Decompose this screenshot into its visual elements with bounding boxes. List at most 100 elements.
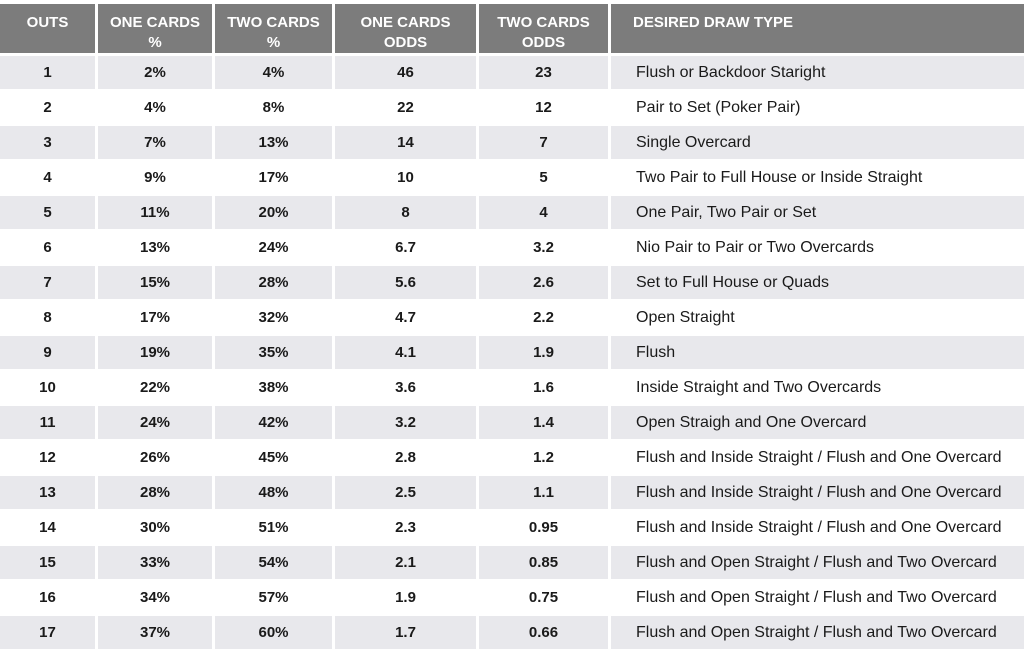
one-card-percent-cell: 28% (98, 476, 212, 509)
table-row: 7 15% 28% 5.6 2.6 Set to Full House or Quads (0, 266, 1024, 299)
one-card-percent-cell: 17% (98, 301, 212, 334)
two-card-odds-cell: 0.75 (479, 581, 608, 614)
two-card-percent-cell: 28% (215, 266, 332, 299)
one-card-percent-cell: 7% (98, 126, 212, 159)
one-card-odds-cell: 3.6 (335, 371, 476, 404)
table-header: OUTS ONE CARDS % TWO CARDS % ONE CARDS O… (0, 4, 1024, 53)
header-desired-draw-type: DESIRED DRAW TYPE (611, 4, 1024, 53)
table-row: 9 19% 35% 4.1 1.9 Flush (0, 336, 1024, 369)
outs-cell: 13 (0, 476, 95, 509)
draw-type-cell: Flush and Inside Straight / Flush and On… (611, 476, 1024, 509)
two-card-percent-cell: 57% (215, 581, 332, 614)
table-row: 11 24% 42% 3.2 1.4 Open Straigh and One Overc… (0, 406, 1024, 439)
one-card-percent-cell: 37% (98, 616, 212, 649)
two-card-percent-cell: 32% (215, 301, 332, 334)
table-body: 1 2% 4% 46 23 Flush or Backdoor Staright 2 4% 8%… (0, 56, 1024, 649)
one-card-percent-cell: 33% (98, 546, 212, 579)
table-row: 2 4% 8% 22 12 Pair to Set (Poker Pair) (0, 91, 1024, 124)
outs-cell: 8 (0, 301, 95, 334)
two-card-percent-cell: 45% (215, 441, 332, 474)
draw-type-cell: Flush (611, 336, 1024, 369)
two-card-odds-cell: 12 (479, 91, 608, 124)
outs-cell: 1 (0, 56, 95, 89)
two-card-odds-cell: 1.2 (479, 441, 608, 474)
outs-odds-table: OUTS ONE CARDS % TWO CARDS % ONE CARDS O… (0, 4, 1024, 651)
table-row: 5 11% 20% 8 4 One Pair, Two Pair or Set (0, 196, 1024, 229)
table-row: 13 28% 48% 2.5 1.1 Flush and Inside Straight … (0, 476, 1024, 509)
two-card-odds-cell: 1.9 (479, 336, 608, 369)
outs-cell: 10 (0, 371, 95, 404)
one-card-percent-cell: 9% (98, 161, 212, 194)
draw-type-cell: Two Pair to Full House or Inside Straigh… (611, 161, 1024, 194)
draw-type-cell: Flush and Inside Straight / Flush and On… (611, 511, 1024, 544)
one-card-odds-cell: 8 (335, 196, 476, 229)
one-card-odds-cell: 4.7 (335, 301, 476, 334)
header-outs: OUTS (0, 4, 95, 53)
two-card-odds-cell: 1.1 (479, 476, 608, 509)
two-card-odds-cell: 23 (479, 56, 608, 89)
one-card-odds-cell: 1.7 (335, 616, 476, 649)
one-card-percent-cell: 34% (98, 581, 212, 614)
outs-cell: 3 (0, 126, 95, 159)
one-card-odds-cell: 1.9 (335, 581, 476, 614)
outs-cell: 9 (0, 336, 95, 369)
one-card-odds-cell: 46 (335, 56, 476, 89)
two-card-percent-cell: 17% (215, 161, 332, 194)
one-card-percent-cell: 4% (98, 91, 212, 124)
two-card-odds-cell: 7 (479, 126, 608, 159)
one-card-percent-cell: 26% (98, 441, 212, 474)
draw-type-cell: Nio Pair to Pair or Two Overcards (611, 231, 1024, 264)
outs-cell: 15 (0, 546, 95, 579)
two-card-percent-cell: 38% (215, 371, 332, 404)
one-card-percent-cell: 22% (98, 371, 212, 404)
table-row: 6 13% 24% 6.7 3.2 Nio Pair to Pair or Two Ove… (0, 231, 1024, 264)
table-row: 17 37% 60% 1.7 0.66 Flush and Open Straight /… (0, 616, 1024, 649)
one-card-odds-cell: 5.6 (335, 266, 476, 299)
draw-type-cell: Pair to Set (Poker Pair) (611, 91, 1024, 124)
outs-cell: 5 (0, 196, 95, 229)
table-row: 10 22% 38% 3.6 1.6 Inside Straight and Two Ov… (0, 371, 1024, 404)
draw-type-cell: Single Overcard (611, 126, 1024, 159)
header-two-cards-odds: TWO CARDS ODDS (479, 4, 608, 53)
draw-type-cell: Flush or Backdoor Staright (611, 56, 1024, 89)
one-card-odds-cell: 2.3 (335, 511, 476, 544)
one-card-odds-cell: 6.7 (335, 231, 476, 264)
draw-type-cell: Flush and Inside Straight / Flush and On… (611, 441, 1024, 474)
table-row: 1 2% 4% 46 23 Flush or Backdoor Staright (0, 56, 1024, 89)
outs-cell: 14 (0, 511, 95, 544)
table-row: 4 9% 17% 10 5 Two Pair to Full House or Insid… (0, 161, 1024, 194)
one-card-percent-cell: 24% (98, 406, 212, 439)
draw-type-cell: One Pair, Two Pair or Set (611, 196, 1024, 229)
outs-cell: 7 (0, 266, 95, 299)
table-row: 8 17% 32% 4.7 2.2 Open Straight (0, 301, 1024, 334)
two-card-percent-cell: 4% (215, 56, 332, 89)
two-card-percent-cell: 8% (215, 91, 332, 124)
two-card-odds-cell: 2.2 (479, 301, 608, 334)
one-card-odds-cell: 22 (335, 91, 476, 124)
two-card-odds-cell: 0.85 (479, 546, 608, 579)
two-card-odds-cell: 5 (479, 161, 608, 194)
draw-type-cell: Flush and Open Straight / Flush and Two … (611, 546, 1024, 579)
draw-type-cell: Flush and Open Straight / Flush and Two … (611, 581, 1024, 614)
one-card-percent-cell: 19% (98, 336, 212, 369)
table-row: 12 26% 45% 2.8 1.2 Flush and Inside Straight … (0, 441, 1024, 474)
one-card-odds-cell: 14 (335, 126, 476, 159)
two-card-percent-cell: 42% (215, 406, 332, 439)
table-row: 16 34% 57% 1.9 0.75 Flush and Open Straight /… (0, 581, 1024, 614)
two-card-percent-cell: 54% (215, 546, 332, 579)
two-card-odds-cell: 4 (479, 196, 608, 229)
draw-type-cell: Open Straight (611, 301, 1024, 334)
header-one-cards-percent: ONE CARDS % (98, 4, 212, 53)
two-card-odds-cell: 0.95 (479, 511, 608, 544)
one-card-odds-cell: 2.8 (335, 441, 476, 474)
table-row: 3 7% 13% 14 7 Single Overcard (0, 126, 1024, 159)
two-card-percent-cell: 48% (215, 476, 332, 509)
two-card-odds-cell: 3.2 (479, 231, 608, 264)
outs-cell: 11 (0, 406, 95, 439)
one-card-percent-cell: 15% (98, 266, 212, 299)
one-card-percent-cell: 13% (98, 231, 212, 264)
draw-type-cell: Flush and Open Straight / Flush and Two … (611, 616, 1024, 649)
one-card-odds-cell: 2.5 (335, 476, 476, 509)
two-card-percent-cell: 60% (215, 616, 332, 649)
two-card-odds-cell: 0.66 (479, 616, 608, 649)
